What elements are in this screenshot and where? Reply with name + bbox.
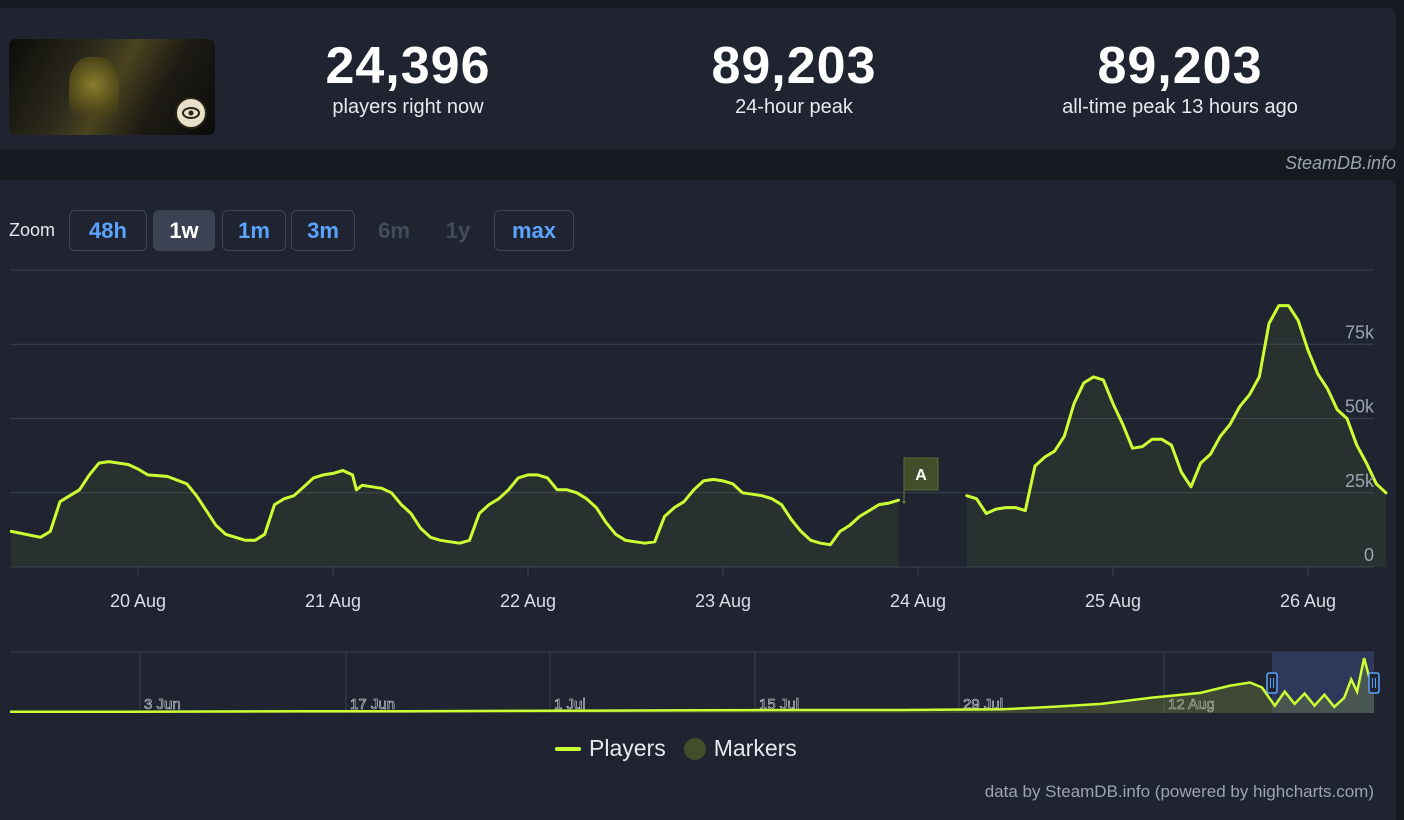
zoom-1m-button[interactable]: 1m bbox=[222, 210, 286, 251]
peak-24h-value: 89,203 bbox=[711, 37, 877, 95]
current-players-value: 24,396 bbox=[325, 37, 491, 95]
x-tick-label: 20 Aug bbox=[110, 591, 166, 611]
navigator-area bbox=[10, 658, 1374, 713]
navigator-line bbox=[10, 657, 1376, 714]
navigator-selection[interactable] bbox=[1272, 652, 1374, 713]
zoom-label: Zoom bbox=[9, 220, 56, 240]
x-tick-label: 22 Aug bbox=[500, 591, 556, 611]
navigator-left-handle[interactable] bbox=[1266, 672, 1278, 694]
zoom-48h-button[interactable]: 48h bbox=[69, 210, 147, 251]
thumbnail-figure bbox=[69, 57, 119, 127]
chart-panel: Zoom 48h 1w 1m 3m 6m 1y max A 0 25k 50k 75k… bbox=[0, 180, 1396, 820]
navigator-tick-label: 12 Aug bbox=[1168, 696, 1215, 713]
zoom-1w-button[interactable]: 1w bbox=[153, 210, 215, 251]
stats-panel: 24,396 players right now 89,203 24-hour … bbox=[0, 8, 1396, 149]
y-tick-label: 50k bbox=[1345, 397, 1375, 417]
legend-item-players[interactable]: Players bbox=[555, 735, 666, 762]
zoom-max-button[interactable]: max bbox=[494, 210, 574, 251]
navigator-tick-label: 3 Jun bbox=[144, 696, 181, 713]
players-line-swatch bbox=[555, 746, 581, 751]
eye-logo-icon bbox=[175, 97, 207, 129]
player-chart[interactable]: A 0 25k 50k 75k 20 Aug 21 Aug 22 Aug 23 Aug 24 A… bbox=[0, 180, 1396, 820]
players-area-segment bbox=[966, 305, 1386, 567]
game-thumbnail[interactable] bbox=[9, 39, 215, 135]
zoom-3m-button[interactable]: 3m bbox=[291, 210, 355, 251]
alltime-peak-value: 89,203 bbox=[1097, 37, 1263, 95]
zoom-1y-button: 1y bbox=[430, 210, 486, 251]
peak-24h-label: 24-hour peak bbox=[735, 96, 853, 118]
legend-players-label: Players bbox=[589, 735, 666, 761]
x-tick-label: 25 Aug bbox=[1085, 591, 1141, 611]
navigator-right-handle[interactable] bbox=[1368, 672, 1380, 694]
chart-legend: Players Markers bbox=[555, 735, 797, 762]
peak-24h-stat: 89,203 24-hour peak bbox=[584, 38, 1004, 120]
legend-item-markers[interactable]: Markers bbox=[683, 735, 797, 762]
players-line-segment[interactable] bbox=[9, 460, 900, 547]
x-tick-label: 26 Aug bbox=[1280, 591, 1336, 611]
steamdb-credit-link[interactable]: SteamDB.info bbox=[1284, 153, 1396, 173]
navigator-tick-label: 17 Jun bbox=[350, 696, 395, 713]
marker-label: A bbox=[915, 467, 927, 484]
x-tick-label: 21 Aug bbox=[305, 591, 361, 611]
current-players-stat: 24,396 players right now bbox=[198, 38, 618, 120]
marker-dot bbox=[902, 500, 906, 504]
markers-dot-swatch bbox=[683, 737, 706, 760]
y-tick-label: 25k bbox=[1345, 471, 1375, 491]
alltime-peak-stat: 89,203 all-time peak 13 hours ago bbox=[970, 38, 1390, 120]
y-tick-label: 0 bbox=[1364, 545, 1374, 565]
highcharts-credit[interactable]: data by SteamDB.info (powered by highcha… bbox=[984, 782, 1374, 801]
zoom-6m-button: 6m bbox=[364, 210, 424, 251]
y-tick-label: 75k bbox=[1345, 322, 1375, 342]
x-tick-label: 23 Aug bbox=[695, 591, 751, 611]
current-players-label: players right now bbox=[332, 96, 484, 118]
navigator-tick-label: 1 Jul bbox=[554, 696, 586, 713]
alltime-peak-label: all-time peak 13 hours ago bbox=[1062, 96, 1298, 118]
players-line-segment[interactable] bbox=[965, 304, 1388, 515]
players-area-segment bbox=[11, 461, 899, 567]
legend-markers-label: Markers bbox=[713, 735, 797, 761]
marker-flag[interactable] bbox=[903, 457, 939, 491]
x-tick-label: 24 Aug bbox=[890, 591, 946, 611]
